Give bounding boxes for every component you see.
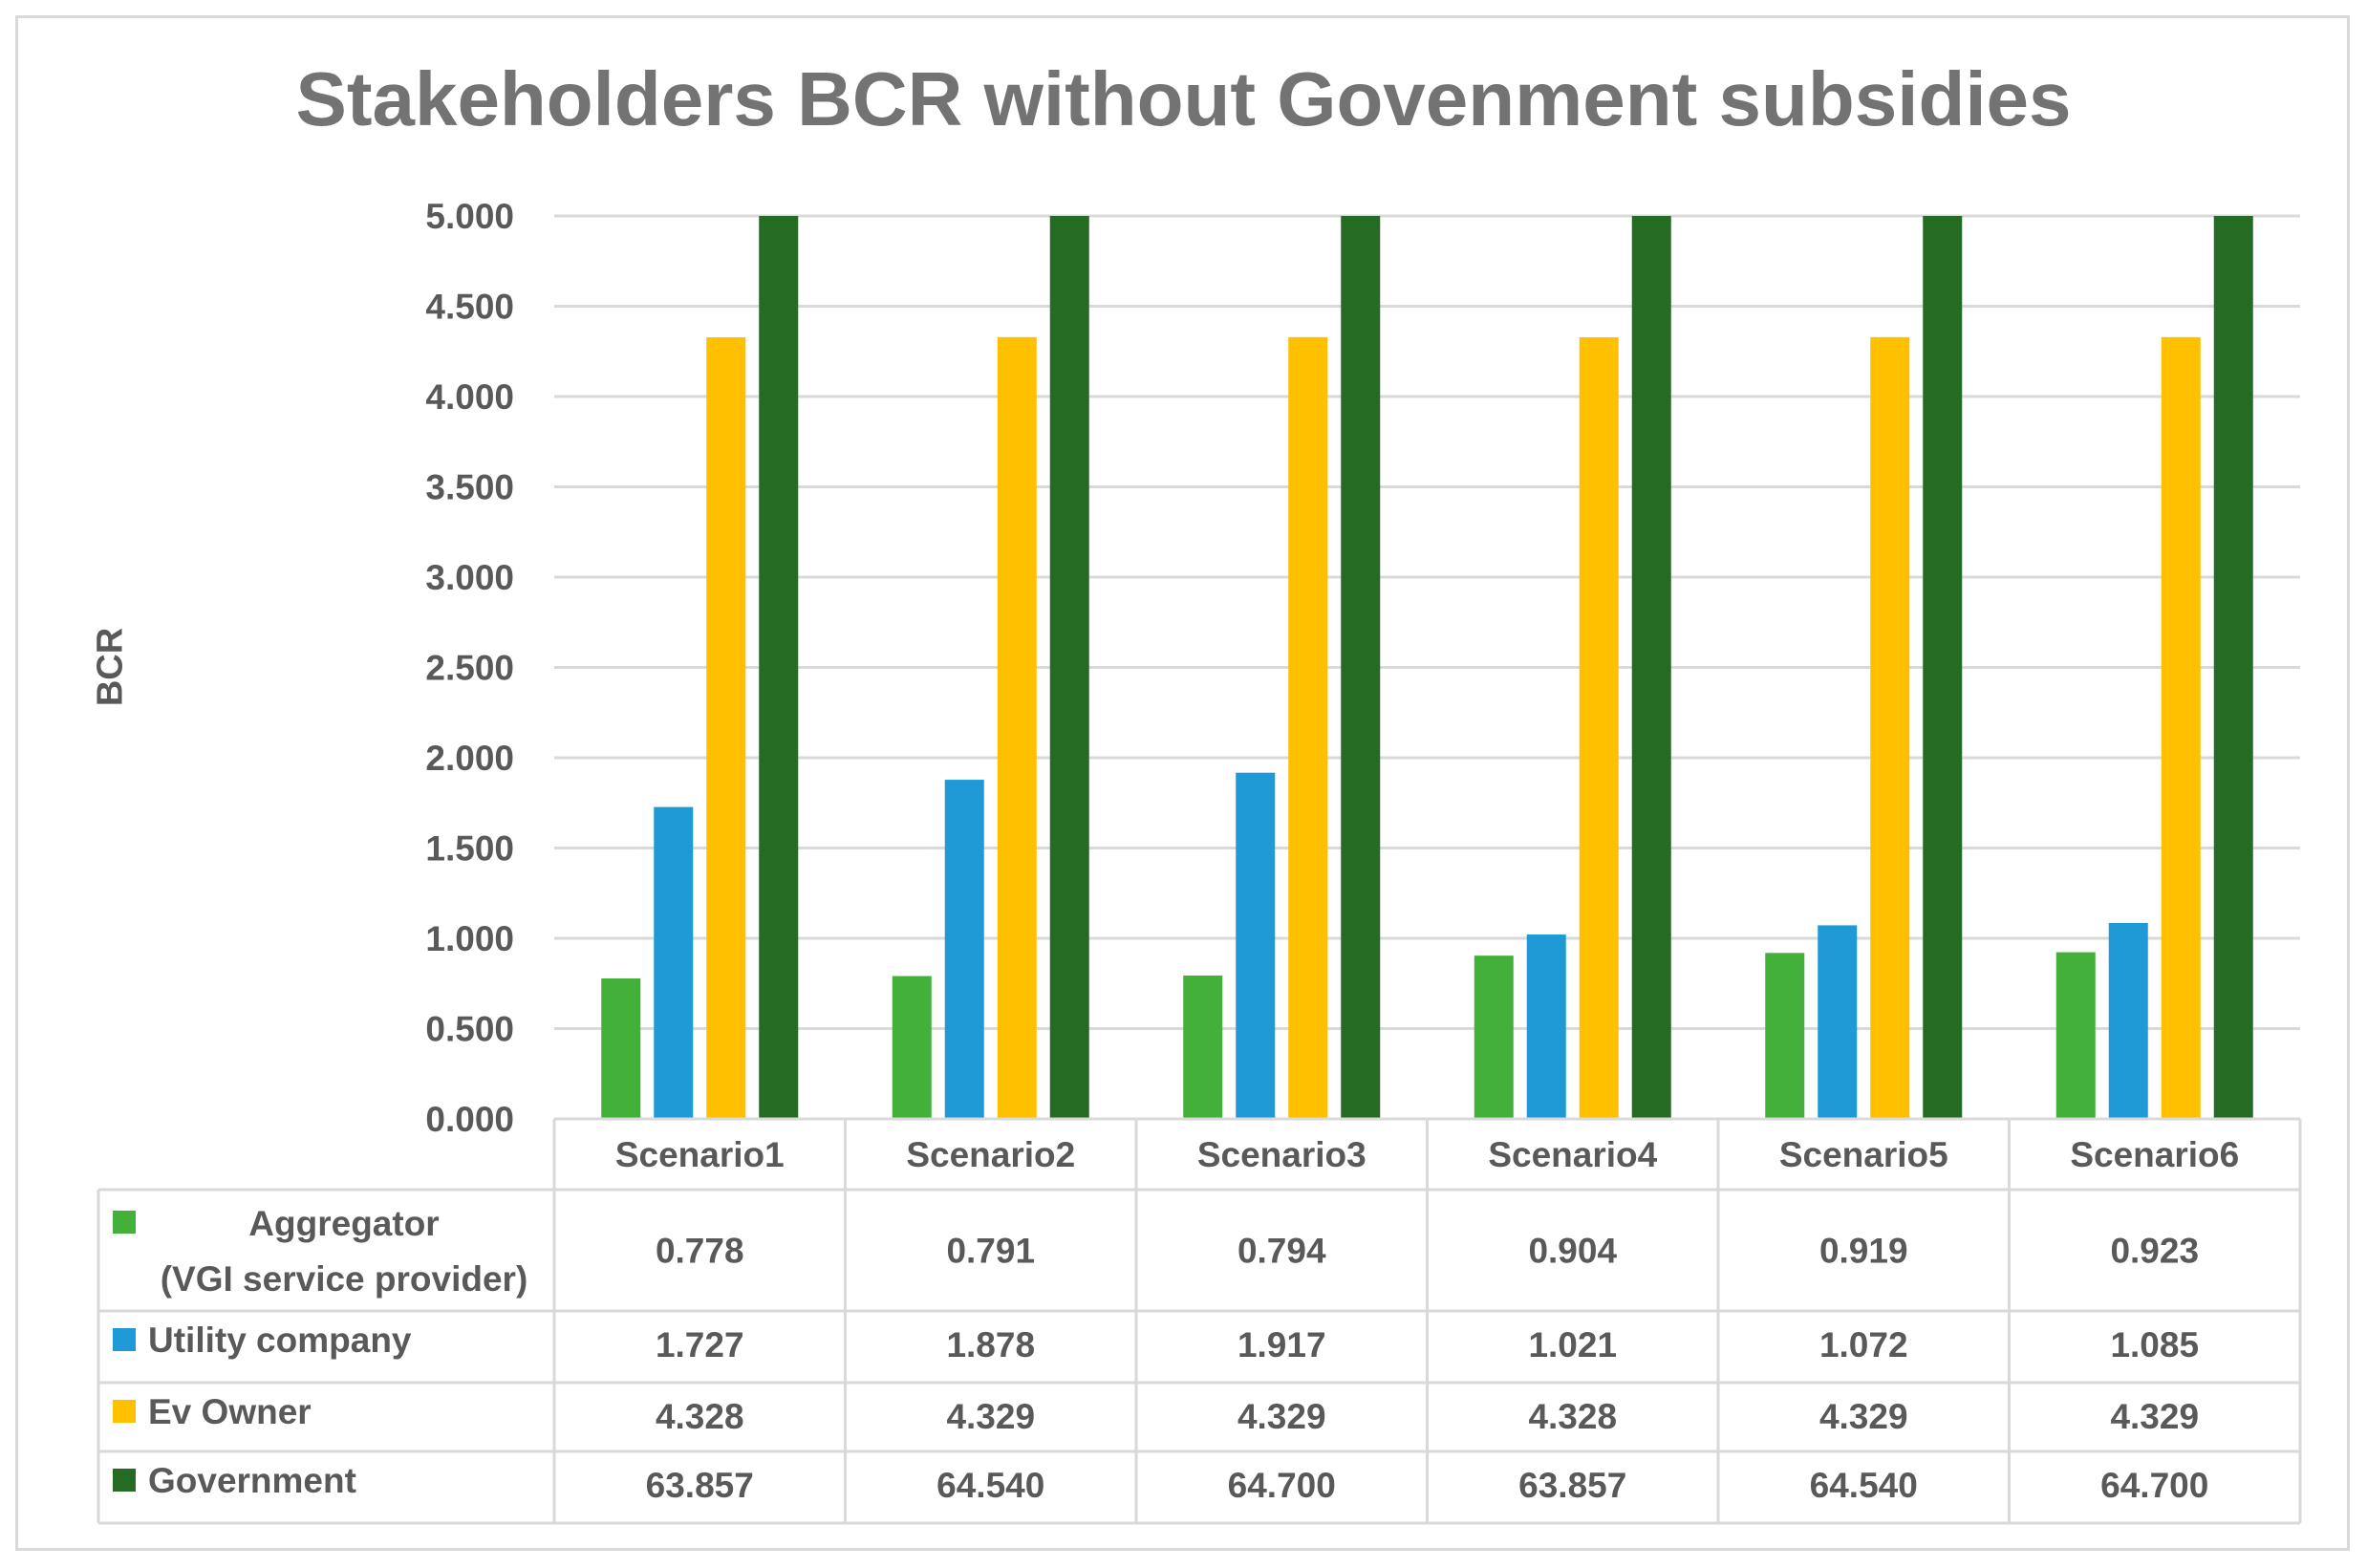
y-tick-label: 2.500: [425, 649, 514, 688]
bar: [1183, 975, 1223, 1119]
bar: [601, 977, 641, 1119]
bar: [1631, 216, 1671, 1119]
data-label: 4.329: [2110, 1397, 2199, 1436]
data-label: 0.794: [1237, 1232, 1326, 1271]
data-table: Scenario1 Scenario2 Scenario3 Scenario4 Scen…: [97, 1117, 2302, 1525]
bar: [944, 780, 984, 1119]
bar: [759, 216, 799, 1119]
data-label: 1.878: [946, 1325, 1035, 1364]
bar: [1236, 772, 1276, 1119]
legend-label: Utility company: [148, 1321, 412, 1360]
data-label: 64.700: [1228, 1466, 1336, 1505]
y-tick-label: 4.500: [425, 288, 514, 327]
data-label: 63.857: [646, 1466, 754, 1505]
bar: [1288, 336, 1328, 1119]
y-tick-labels: 0.000 0.500 1.000 1.500 2.000 2.500 3.000 3.500…: [425, 197, 514, 1139]
data-label: 64.540: [936, 1466, 1044, 1505]
bar: [997, 336, 1037, 1119]
data-label: 1.072: [1819, 1325, 1908, 1364]
y-tick-label: 2.000: [425, 739, 514, 778]
bar: [1765, 953, 1805, 1119]
x-tick-label: Scenario1: [615, 1135, 785, 1174]
data-label: 1.917: [1237, 1325, 1326, 1364]
legend-key: [113, 1211, 136, 1234]
data-label: 4.329: [946, 1397, 1035, 1436]
data-label: 4.328: [1528, 1397, 1617, 1436]
chart-title: Stakeholders BCR without Govenment subsi…: [295, 56, 2072, 141]
x-tick-label: Scenario2: [906, 1135, 1075, 1174]
data-label: 64.540: [1810, 1466, 1918, 1505]
legend-key: [113, 1328, 136, 1351]
y-tick-label: 0.000: [425, 1100, 514, 1139]
y-tick-label: 4.000: [425, 377, 514, 417]
y-tick-label: 3.500: [425, 468, 514, 507]
data-label: 4.328: [656, 1397, 744, 1436]
data-label: 0.904: [1528, 1232, 1617, 1271]
bar: [2055, 952, 2096, 1119]
x-tick-label: Scenario5: [1779, 1135, 1948, 1174]
bar: [706, 337, 746, 1119]
bars: [601, 216, 2253, 1119]
legend-label: Aggregator: [248, 1204, 439, 1243]
data-label: 0.791: [946, 1232, 1035, 1271]
data-label: 4.329: [1237, 1397, 1326, 1436]
data-label: 1.021: [1528, 1325, 1617, 1364]
legend-key: [113, 1400, 136, 1423]
bar: [2108, 922, 2148, 1119]
data-label: 0.923: [2110, 1232, 2199, 1271]
data-label: 63.857: [1518, 1466, 1626, 1505]
y-tick-label: 1.500: [425, 829, 514, 869]
gridlines: [554, 214, 2300, 1121]
y-tick-label: 5.000: [425, 197, 514, 236]
bar: [1341, 216, 1381, 1119]
legend-key: [113, 1469, 136, 1492]
data-label: 64.700: [2100, 1466, 2208, 1505]
y-tick-label: 0.500: [425, 1010, 514, 1049]
bar: [1526, 934, 1566, 1119]
bar: [1474, 956, 1514, 1119]
y-tick-label: 1.000: [425, 919, 514, 958]
data-label: 0.919: [1819, 1232, 1908, 1271]
bar: [1049, 216, 1089, 1119]
x-tick-label: Scenario6: [2070, 1135, 2239, 1174]
x-tick-label: Scenario3: [1197, 1135, 1366, 1174]
legend-label: Government: [148, 1461, 356, 1500]
legend-label: (VGI service provider): [161, 1259, 528, 1299]
data-label: 1.085: [2110, 1325, 2199, 1364]
bar: [1870, 336, 1910, 1119]
bar: [892, 976, 932, 1119]
y-tick-label: 3.000: [425, 558, 514, 597]
data-label: 0.778: [656, 1232, 744, 1271]
data-label: 1.727: [656, 1325, 744, 1364]
bar: [2161, 336, 2201, 1119]
bar: [2213, 216, 2253, 1119]
bar: [1818, 925, 1858, 1119]
bar: [1579, 337, 1619, 1119]
legend-label: Ev Owner: [148, 1392, 312, 1431]
bar: [1923, 216, 1963, 1119]
x-tick-label: Scenario4: [1488, 1135, 1657, 1174]
data-label: 4.329: [1819, 1397, 1908, 1436]
bar: [654, 806, 694, 1119]
